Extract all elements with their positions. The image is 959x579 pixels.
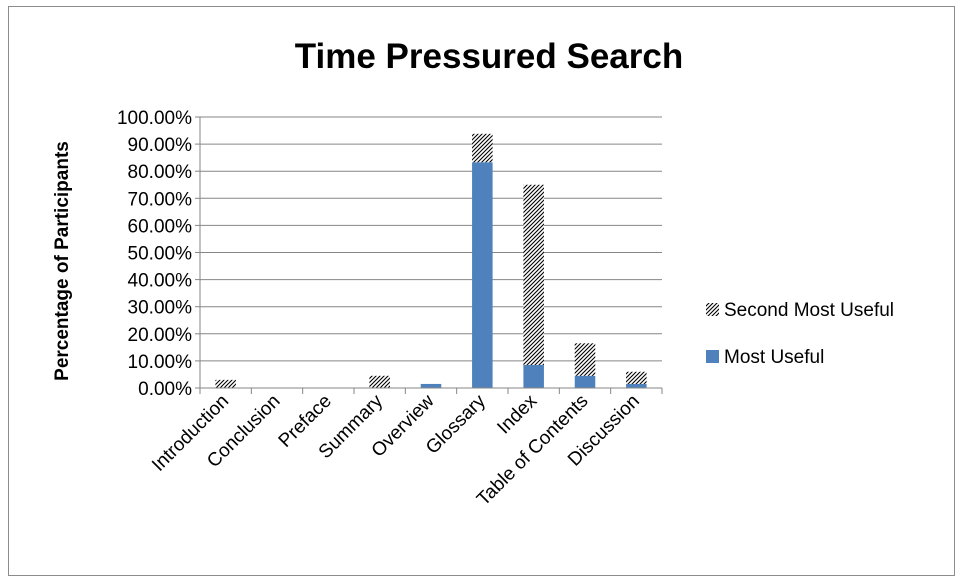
bar-second-most-useful-discussion [626, 371, 647, 384]
bar-second-most-useful-glossary [472, 133, 493, 163]
bar-most-useful-overview [420, 383, 442, 388]
bar-second-most-useful-table-of-contents [574, 343, 596, 376]
chart-title: Time Pressured Search [295, 37, 683, 76]
legend-label-most-useful: Most Useful [724, 347, 824, 368]
y-tick-label: 30.00% [128, 298, 193, 319]
bar-second-most-useful-summary [369, 375, 390, 388]
bar-second-most-useful-introduction [215, 379, 236, 388]
x-tick-labels: IntroductionConclusionPrefaceSummaryOver… [148, 390, 644, 510]
bar-most-useful-glossary [472, 162, 493, 388]
x-tick-label: Index [493, 390, 541, 438]
y-tick-label: 100.00% [117, 108, 192, 129]
bar-most-useful-discussion [626, 383, 647, 388]
y-tick-label: 10.00% [128, 352, 193, 373]
bars [215, 133, 647, 388]
legend-swatch-second-most-useful [706, 303, 719, 316]
y-axis-label: Percentage of Participants [52, 141, 73, 381]
legend: Second Most Useful Most Useful [706, 300, 894, 368]
y-tick-labels: 0.00% 10.00% 20.00% 30.00% 40.00% 50.00% 60.00… [117, 108, 192, 400]
y-tick-label: 0.00% [138, 379, 192, 400]
y-tick-label: 90.00% [128, 135, 193, 156]
y-tick-label: 40.00% [128, 271, 193, 292]
y-tick-label: 60.00% [128, 216, 193, 237]
x-tick-marks [199, 388, 663, 394]
y-tick-label: 70.00% [128, 189, 193, 210]
y-tick-label: 80.00% [128, 162, 193, 183]
legend-swatch-most-useful [706, 350, 719, 363]
bar-most-useful-index [523, 364, 544, 388]
bar-second-most-useful-index [523, 184, 544, 365]
legend-label-second-most-useful: Second Most Useful [724, 300, 894, 321]
y-tick-label: 20.00% [128, 325, 193, 346]
y-tick-label: 50.00% [128, 244, 193, 265]
bar-most-useful-table-of-contents [574, 375, 596, 388]
